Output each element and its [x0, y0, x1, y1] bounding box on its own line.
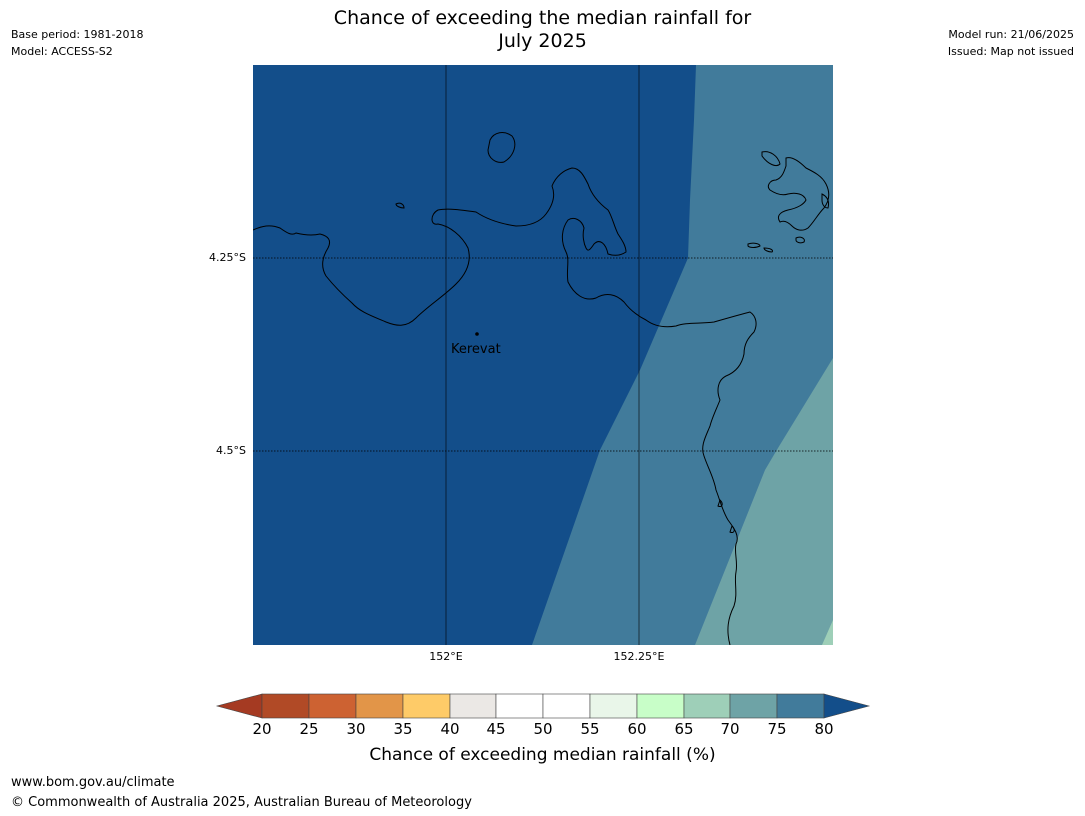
footer-url[interactable]: www.bom.gov.au/climate [11, 775, 175, 790]
colorbar-tick: 45 [486, 720, 506, 738]
colorbar-bin-40-45 [449, 693, 497, 719]
colorbar-tick: 60 [627, 720, 647, 738]
model-info: Base period: 1981-2018 Model: ACCESS-S2 [11, 26, 143, 60]
lon-label-152: 152°E [429, 650, 463, 663]
band-65-70 [822, 620, 833, 645]
lat-label-4-5: 4.5°S [216, 444, 246, 457]
footer-copyright: © Commonwealth of Australia 2025, Austra… [11, 795, 472, 810]
coastline [253, 132, 830, 645]
lon-label-152-25: 152.25°E [613, 650, 665, 663]
colorbar-extend-low [215, 693, 263, 719]
colorbar-tick: 25 [299, 720, 319, 738]
colorbar-extend-high [823, 693, 871, 719]
coastline-small-islet [487, 132, 516, 163]
colorbar-bin-60-65 [636, 693, 685, 719]
colorbar-tick: 65 [674, 720, 694, 738]
coastline-south-inlet [717, 499, 735, 533]
colorbar-tick: 75 [767, 720, 787, 738]
colorbar-tick: 55 [580, 720, 600, 738]
colorbar-tick: 35 [393, 720, 413, 738]
band-70-75 [695, 358, 833, 645]
place-marker-kerevat [475, 332, 479, 336]
colorbar-bin-75-80 [776, 693, 825, 719]
run-info: Model run: 21/06/2025 Issued: Map not is… [948, 26, 1074, 60]
colorbar-bin-35-40 [402, 693, 451, 719]
title-line-1: Chance of exceeding the median rainfall … [333, 7, 752, 29]
title-line-2: July 2025 [498, 30, 587, 52]
colorbar-tick: 80 [814, 720, 834, 738]
lat-label-4-25: 4.25°S [209, 251, 246, 264]
colorbar [215, 693, 871, 719]
colorbar-bin-65-70 [683, 693, 731, 719]
colorbar-bin-30-35 [355, 693, 404, 719]
map-area [253, 65, 833, 645]
colorbar-label: Chance of exceeding median rainfall (%) [369, 745, 716, 765]
colorbar-tick: 40 [440, 720, 460, 738]
colorbar-bin-55-60 [589, 693, 638, 719]
colorbar-bin-50-55 [542, 693, 591, 719]
place-label-kerevat: Kerevat [451, 342, 501, 357]
colorbar-bin-25-30 [308, 693, 357, 719]
graticule [253, 65, 833, 645]
colorbar-tick: 20 [252, 720, 272, 738]
model-run-text: Model run: 21/06/2025 [948, 28, 1074, 41]
coastline-west-islet [395, 202, 405, 209]
colorbar-bin-20-25 [261, 693, 310, 719]
colorbar-tick: 50 [533, 720, 553, 738]
model-text: Model: ACCESS-S2 [11, 45, 113, 58]
coastline-main-gazelle [253, 167, 757, 645]
colorbar-bin-70-75 [729, 693, 778, 719]
coastline-east-islands [747, 151, 830, 253]
colorbar-tick: 70 [720, 720, 740, 738]
issued-text: Issued: Map not issued [947, 45, 1074, 58]
colorbar-bin-45-50 [495, 693, 544, 719]
map-title: Chance of exceeding the median rainfall … [0, 7, 1085, 53]
colorbar-tick: 30 [346, 720, 366, 738]
base-period-text: Base period: 1981-2018 [11, 28, 144, 41]
